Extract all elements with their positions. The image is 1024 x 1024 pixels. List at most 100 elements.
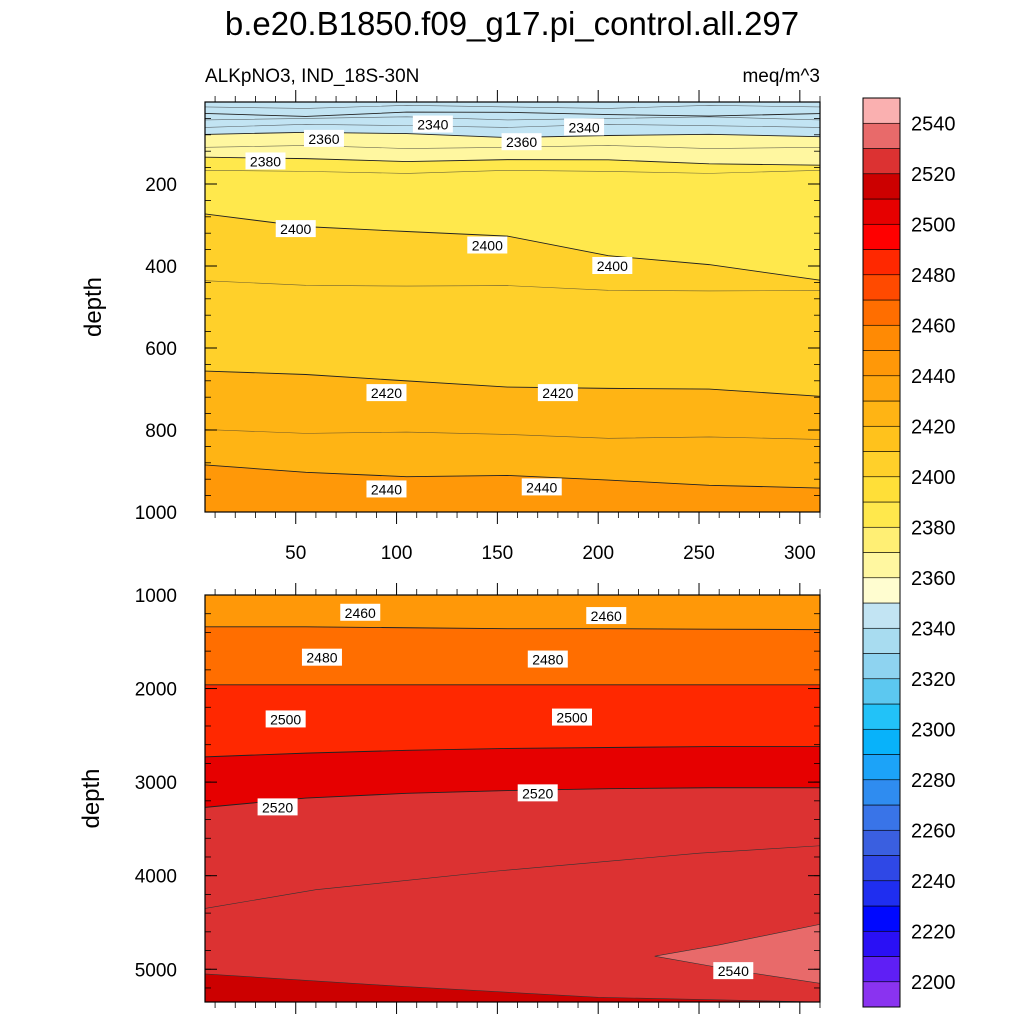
colorbar-box xyxy=(862,400,901,427)
chart-title: b.e20.B1850.f09_g17.pi_control.all.297 xyxy=(225,5,799,42)
colorbar-box xyxy=(862,299,901,326)
x-tick-label: 200 xyxy=(582,543,614,564)
colorbar-box xyxy=(862,324,901,351)
contour-line-2500 xyxy=(205,746,820,758)
y-tick-label: 1000 xyxy=(135,586,177,607)
colorbar-box xyxy=(862,577,901,604)
contour-label-text: 2420 xyxy=(542,385,573,401)
contour-label-text: 2460 xyxy=(591,608,622,624)
contour-band-2350 xyxy=(205,112,820,138)
plot-frame xyxy=(204,101,821,513)
colorbar-tick-label: 2540 xyxy=(911,113,956,135)
contour-label: 2520 xyxy=(257,798,298,816)
colorbar-box xyxy=(862,627,901,654)
contour-label: 2420 xyxy=(366,384,407,402)
colorbar-tick-label: 2400 xyxy=(911,467,956,489)
x-tick-label: 150 xyxy=(482,543,514,564)
contour-label: 2360 xyxy=(303,129,344,147)
colorbar-box xyxy=(862,97,901,124)
colorbar-box xyxy=(862,829,901,856)
colorbar-tick-label: 2280 xyxy=(911,770,956,792)
contour-line-minor xyxy=(205,105,820,109)
contour-label: 2340 xyxy=(412,115,453,133)
contour-label: 2400 xyxy=(592,257,633,274)
contour-label-text: 2340 xyxy=(569,119,600,135)
contour-label-text: 2540 xyxy=(718,963,749,979)
colorbar-box xyxy=(862,678,901,705)
y-tick-label: 4000 xyxy=(135,867,177,888)
colorbar-tick-label: 2420 xyxy=(911,416,956,438)
plot-frame xyxy=(204,594,821,1003)
contour-label-text: 2380 xyxy=(250,153,281,169)
contour-label-text: 2460 xyxy=(345,605,376,621)
contour-label: 2440 xyxy=(366,480,407,498)
contour-line-minor xyxy=(205,116,820,121)
contour-label-text: 2480 xyxy=(306,650,337,666)
contour-band-2470 xyxy=(205,626,820,685)
colorbar-box xyxy=(862,981,901,1008)
colorbar-tick-label: 2340 xyxy=(911,618,956,640)
colorbar-box xyxy=(862,148,901,175)
contour-line-minor xyxy=(205,429,820,440)
contour-label-text: 2400 xyxy=(280,221,311,237)
y-axis-label: depth xyxy=(78,768,105,828)
contour-band-2410 xyxy=(205,213,820,397)
colorbar-tick-label: 2480 xyxy=(911,265,956,287)
colorbar-box xyxy=(862,350,901,377)
contour-label: 2440 xyxy=(521,478,562,496)
contour-label: 2460 xyxy=(340,603,381,621)
x-tick-label: 250 xyxy=(683,543,715,564)
upper-panel: 2340 2340 2360 2360 2380 2400 2400 2400 2420 2420… xyxy=(80,90,821,564)
colorbar-box xyxy=(862,451,901,478)
contour-band-2450 xyxy=(205,595,820,630)
contour-label-text: 2520 xyxy=(522,785,553,801)
contour-label: 2380 xyxy=(245,152,286,170)
variable-region-label: ALKpNO3, IND_18S-30N xyxy=(205,66,419,87)
contour-label: 2500 xyxy=(551,708,592,726)
contour-label: 2500 xyxy=(265,710,306,728)
contour-label-text: 2400 xyxy=(472,238,503,254)
contour-band-2350 xyxy=(205,102,820,117)
colorbar-box xyxy=(862,249,901,276)
colorbar-box xyxy=(862,173,901,200)
contour-label-text: 2440 xyxy=(526,479,557,495)
colorbar-box xyxy=(862,653,901,680)
colorbar-tick-label: 2500 xyxy=(911,214,956,236)
contour-label: 2340 xyxy=(564,118,605,136)
contour-line-minor xyxy=(205,123,820,128)
contour-label-text: 2400 xyxy=(597,258,628,274)
colorbar-box xyxy=(862,198,901,225)
lower-panel: 2460 2460 2480 2480 2500 2500 2520 2520 2540 1000… xyxy=(78,583,821,1014)
contour-label-text: 2420 xyxy=(371,385,402,401)
contour-line-minor xyxy=(205,280,820,292)
colorbar-box xyxy=(862,754,901,781)
contour-band-2520-bottom xyxy=(205,973,820,1002)
colorbar-tick-label: 2460 xyxy=(911,315,956,337)
y-tick-label: 800 xyxy=(145,421,177,442)
contour-label: 2400 xyxy=(275,220,316,238)
contour-line-2440 xyxy=(205,464,820,489)
contour-label: 2480 xyxy=(301,648,342,666)
colorbar-tick-label: 2440 xyxy=(911,366,956,388)
y-tick-label: 400 xyxy=(145,257,177,278)
colorbar-box xyxy=(862,602,901,629)
contour-label-text: 2360 xyxy=(506,134,537,150)
colorbar-tick-label: 2360 xyxy=(911,568,956,590)
contour-label: 2460 xyxy=(586,607,627,625)
colorbar-tick-label: 2300 xyxy=(911,719,956,741)
contour-label: 2400 xyxy=(467,236,508,254)
x-tick-label: 100 xyxy=(381,543,413,564)
y-tick-label: 200 xyxy=(145,175,177,196)
contour-band-2510 xyxy=(205,746,820,808)
colorbar-tick-label: 2240 xyxy=(911,871,956,893)
y-tick-label: 600 xyxy=(145,339,177,360)
units-label: meq/m^3 xyxy=(742,66,820,87)
contour-band-2390 xyxy=(205,157,820,281)
y-tick-label: 1000 xyxy=(135,503,177,524)
y-tick-label: 5000 xyxy=(135,960,177,981)
contour-label-text: 2480 xyxy=(532,652,563,668)
colorbar-box xyxy=(862,501,901,528)
colorbar-box xyxy=(862,552,901,579)
colorbar-box xyxy=(862,779,901,806)
